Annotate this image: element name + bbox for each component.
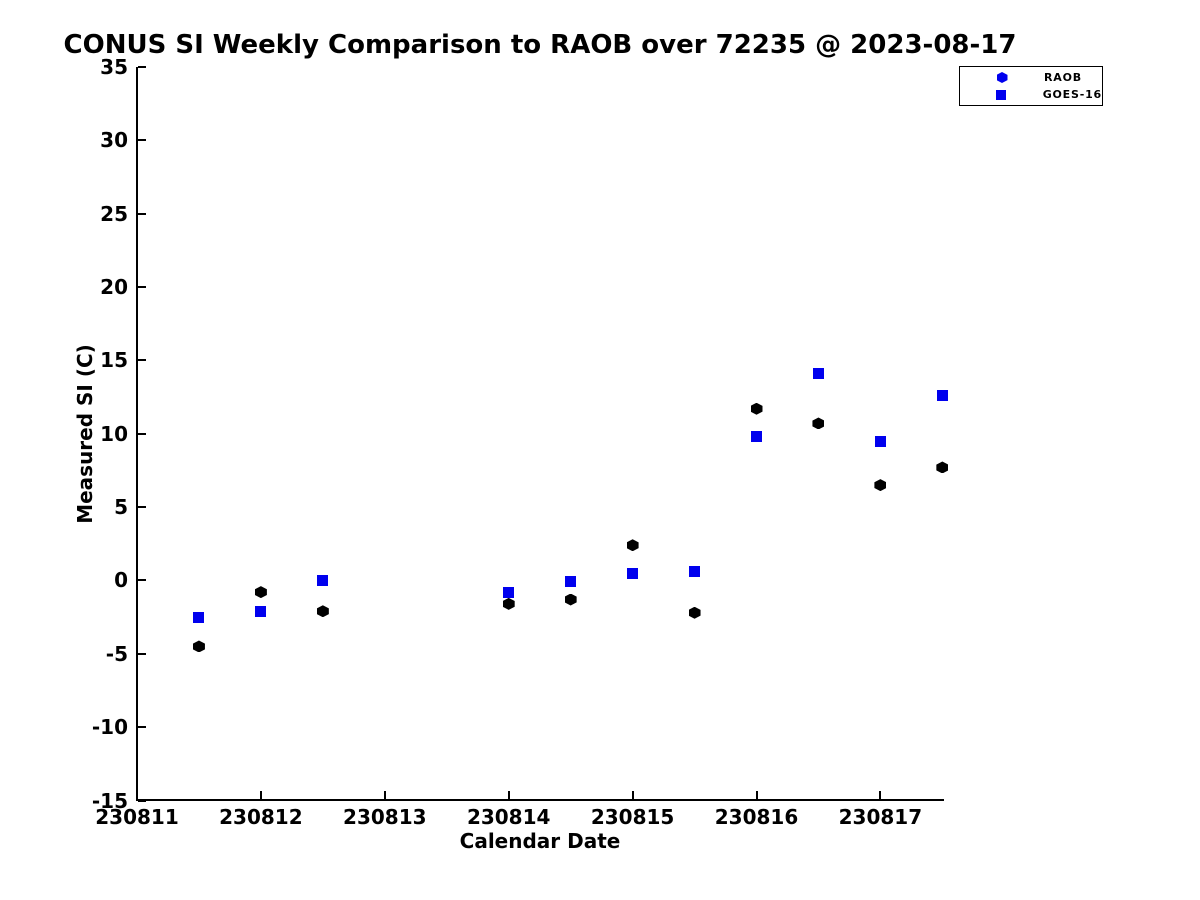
- data-point-raob: [254, 586, 267, 599]
- x-tick-label: 230815: [590, 805, 675, 829]
- x-tick-label: 230814: [466, 805, 551, 829]
- data-point-raob: [502, 597, 515, 610]
- data-point-goes-16: [255, 605, 267, 617]
- legend-item-raob: RAOB: [960, 71, 1102, 85]
- data-point-goes-16: [193, 611, 205, 623]
- chart-title: CONUS SI Weekly Comparison to RAOB over …: [63, 30, 1017, 60]
- data-point-goes-16: [751, 431, 762, 443]
- data-point-goes-16: [812, 368, 824, 380]
- data-point-raob: [874, 479, 887, 492]
- x-tick: [383, 791, 386, 799]
- x-tick-label: 230813: [343, 805, 427, 829]
- y-tick-label: 5: [114, 495, 128, 520]
- y-tick: [138, 359, 146, 362]
- y-tick: [138, 799, 146, 802]
- data-point-goes-16: [689, 566, 701, 578]
- y-tick: [138, 139, 146, 142]
- x-tick-label: 230817: [838, 805, 923, 829]
- y-axis-spine: [136, 67, 138, 801]
- data-point-goes-16: [503, 586, 515, 598]
- y-tick: [138, 652, 146, 655]
- legend-label-goes-16: GOES-16: [1042, 88, 1102, 101]
- y-tick-label: 30: [100, 128, 128, 153]
- y-tick: [138, 432, 146, 435]
- x-axis-label: Calendar Date: [459, 829, 621, 853]
- data-point-raob: [750, 402, 763, 415]
- data-point-goes-16: [627, 567, 639, 579]
- y-tick-label: 10: [100, 421, 128, 446]
- y-tick-label: 25: [100, 201, 128, 226]
- y-tick: [138, 66, 146, 68]
- y-tick-label: -15: [91, 788, 128, 813]
- legend-label-raob: RAOB: [1044, 71, 1082, 84]
- y-tick: [138, 286, 146, 289]
- y-tick-label: 35: [100, 55, 128, 79]
- x-tick: [631, 791, 634, 799]
- x-tick-label: 230816: [714, 805, 799, 829]
- data-point-raob: [192, 640, 205, 653]
- x-tick: [136, 791, 138, 799]
- data-point-goes-16: [874, 435, 886, 447]
- data-point-goes-16: [565, 576, 577, 588]
- data-point-raob: [564, 593, 577, 606]
- x-tick-label: 230812: [219, 805, 303, 829]
- y-tick: [138, 579, 146, 582]
- y-tick-label: -10: [91, 715, 128, 740]
- x-tick: [259, 791, 262, 799]
- data-point-raob: [936, 461, 949, 474]
- y-tick: [138, 212, 146, 215]
- x-tick: [879, 791, 882, 799]
- x-axis-spine: [136, 799, 944, 801]
- data-point-goes-16: [936, 390, 948, 402]
- data-point-raob: [316, 605, 329, 618]
- data-point-raob: [626, 539, 639, 552]
- y-tick-label: -5: [105, 641, 128, 666]
- y-tick-label: 20: [100, 275, 128, 300]
- y-tick: [138, 506, 146, 509]
- legend-item-goes-16: GOES-16: [960, 88, 1102, 102]
- data-point-goes-16: [317, 574, 329, 586]
- y-tick-label: 15: [100, 348, 128, 373]
- legend-marker-cell: [960, 89, 1043, 100]
- y-tick-label: 0: [114, 568, 128, 593]
- legend-marker-cell: [960, 72, 1044, 83]
- data-point-raob: [812, 417, 825, 430]
- data-point-raob: [688, 606, 701, 619]
- x-tick: [507, 791, 510, 799]
- x-tick: [755, 791, 758, 799]
- raob-hexagon-icon: [996, 72, 1008, 83]
- y-tick: [138, 726, 146, 729]
- goes-16-square-icon: [996, 89, 1007, 100]
- legend: RAOB GOES-16: [959, 66, 1103, 106]
- x-tick-label: 230811: [95, 805, 179, 829]
